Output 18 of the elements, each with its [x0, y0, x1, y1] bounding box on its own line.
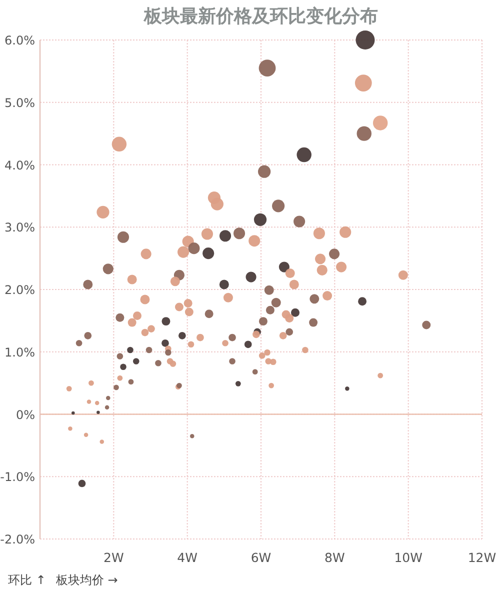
y-tick-label: 2.0%: [4, 283, 35, 297]
x-tick-label: 6W: [250, 550, 272, 565]
x-tick-label: 10W: [394, 550, 422, 565]
y-axis-title: 环比 ↑: [8, 573, 46, 587]
x-tick-label: 4W: [177, 550, 198, 565]
y-tick-label: 6.0%: [4, 34, 35, 48]
y-tick-label: 4.0%: [4, 158, 35, 172]
y-tick-label: 3.0%: [4, 220, 35, 235]
y-tick-label: -2.0%: [0, 532, 35, 546]
x-tick-label: 8W: [324, 550, 345, 565]
y-tick-label: 0%: [16, 408, 35, 422]
y-tick-label: 1.0%: [4, 345, 35, 360]
x-axis-title: 板块均价 →: [54, 573, 118, 587]
y-tick-label: -1.0%: [0, 470, 35, 484]
chart-title: 板块最新价格及环比变化分布: [143, 6, 378, 27]
x-tick-label: 2W: [104, 550, 124, 565]
y-tick-label: 5.0%: [4, 96, 35, 110]
x-tick-label: 12W: [468, 550, 496, 565]
